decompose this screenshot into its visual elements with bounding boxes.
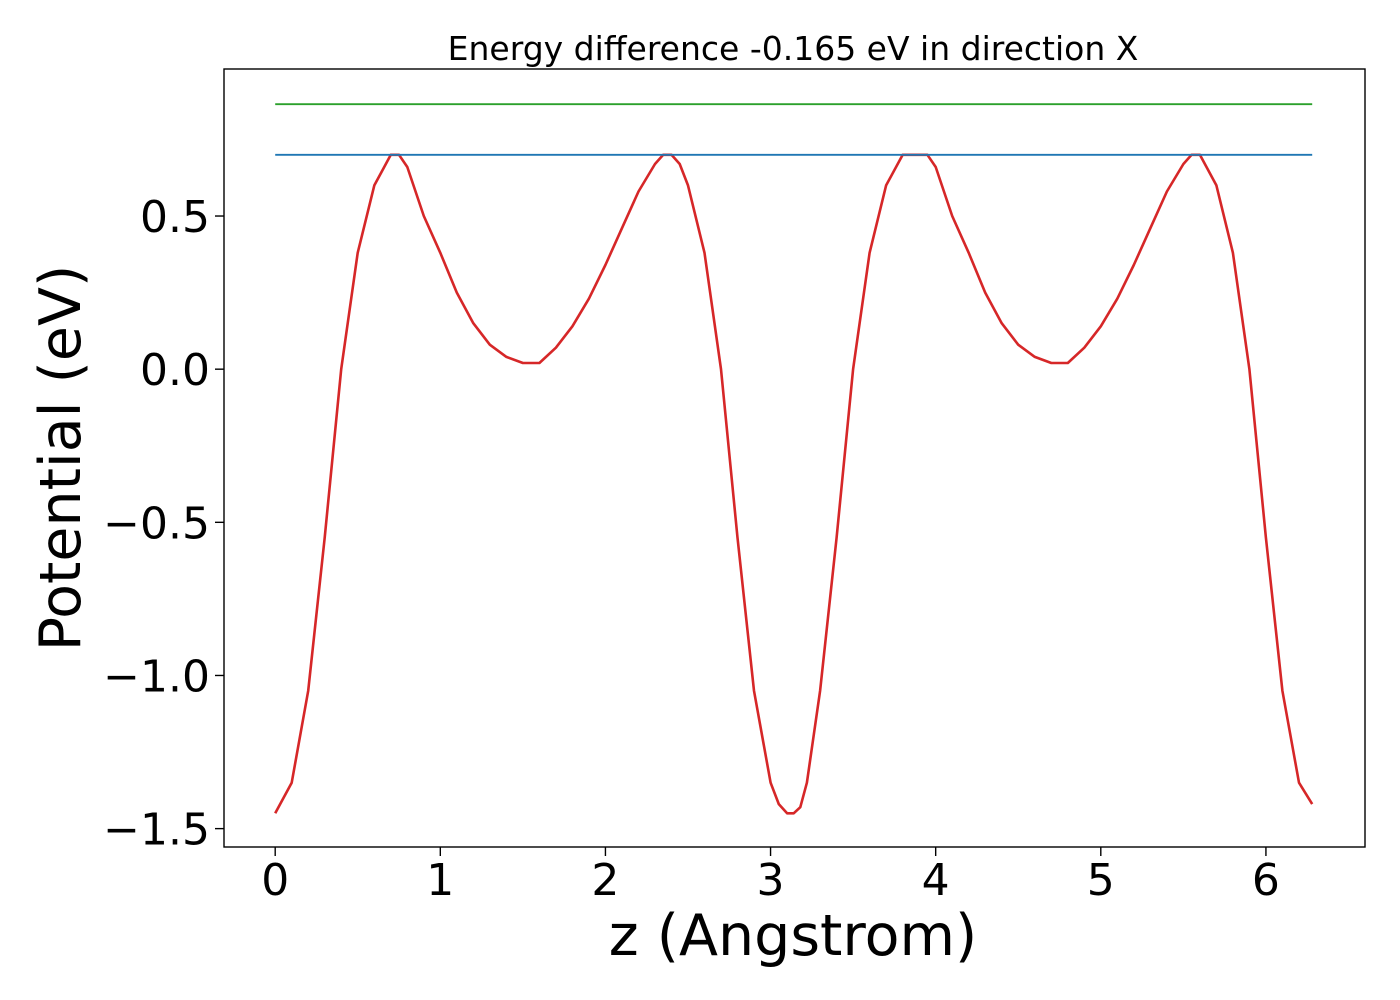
x-tick-label: 6 [1252, 855, 1280, 906]
series-layer [274, 103, 1314, 815]
x-axis-ticks: 0 1 2 3 4 5 6 [261, 847, 1280, 906]
x-axis-label: z (Angstrom) [609, 903, 977, 969]
series-line-0 [274, 153, 1314, 815]
y-axis-label: Potential (eV) [28, 265, 94, 651]
y-axis-ticks: 0.5 0.0 −0.5 −1.0 −1.5 [103, 192, 224, 856]
x-tick-label: 1 [426, 855, 454, 906]
y-tick-label: −0.5 [103, 498, 210, 549]
x-tick-label: 0 [261, 855, 289, 906]
x-tick-label: 4 [922, 855, 950, 906]
y-tick-label: −1.5 [103, 805, 210, 856]
y-tick-label: 0.5 [140, 192, 210, 243]
x-tick-label: 2 [591, 855, 619, 906]
x-tick-label: 3 [757, 855, 785, 906]
y-tick-label: 0.0 [140, 345, 210, 396]
y-tick-label: −1.0 [103, 651, 210, 702]
chart-title: Energy difference -0.165 eV in direction… [448, 29, 1139, 68]
plot-area-frame [223, 68, 1366, 848]
x-tick-label: 5 [1087, 855, 1115, 906]
